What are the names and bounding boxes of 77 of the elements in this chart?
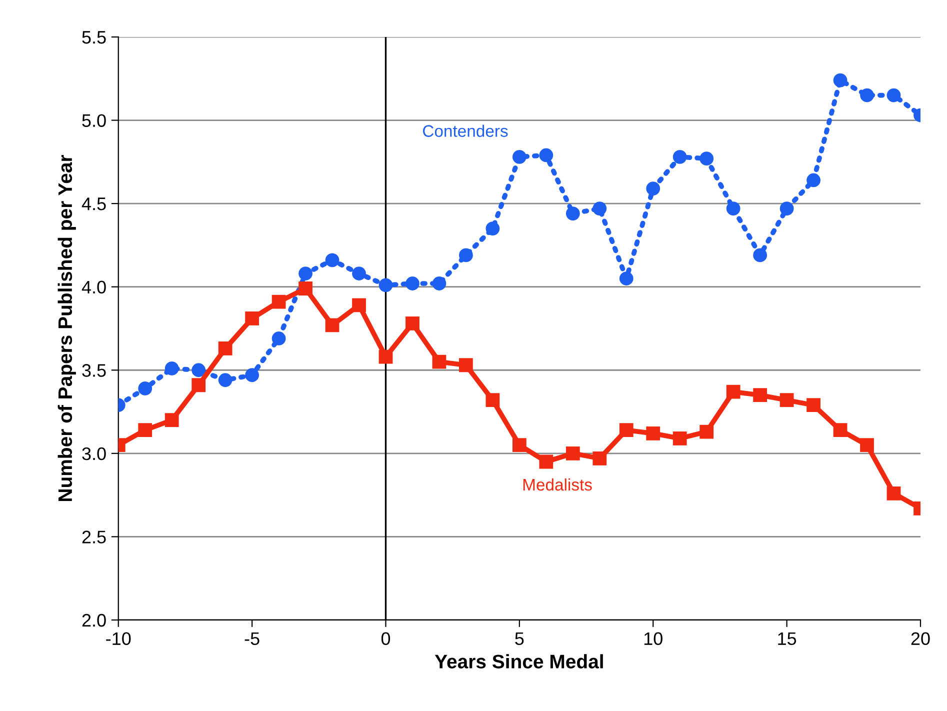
point: [512, 150, 526, 164]
point: [806, 398, 820, 412]
series-label: Medalists: [523, 478, 592, 491]
point: [432, 276, 446, 290]
y-axis-title: Number of Papers Published per Year: [58, 154, 76, 501]
point: [780, 202, 794, 216]
point: [619, 423, 634, 438]
y-tick-label: 3.5: [82, 364, 106, 377]
point: [192, 363, 206, 378]
point: [592, 202, 607, 216]
point: [700, 152, 714, 166]
point: [512, 438, 526, 452]
y-tick-label: 4.5: [82, 198, 106, 210]
point: [646, 182, 660, 196]
point: [245, 312, 260, 326]
point: [833, 423, 848, 438]
point: [272, 294, 286, 309]
point: [406, 276, 420, 290]
series-label: Contenders: [423, 124, 508, 137]
point: [806, 173, 820, 188]
y-tick-label: 2.0: [82, 614, 106, 627]
x-tick-label: -5: [244, 632, 260, 646]
point: [432, 354, 446, 369]
point: [539, 148, 554, 162]
y-tick-label: 3.0: [82, 447, 106, 460]
point: [272, 332, 286, 346]
x-tick-label: 10: [644, 632, 662, 646]
point: [753, 388, 768, 402]
x-tick-label: 5: [515, 632, 524, 646]
point: [566, 206, 580, 220]
y-tick-label: 2.5: [82, 530, 106, 544]
point: [192, 378, 206, 392]
point: [325, 318, 340, 332]
point: [378, 350, 393, 364]
x-tick-label: 15: [778, 632, 796, 646]
x-axis-title: Years Since Medal: [434, 654, 603, 668]
point: [833, 73, 848, 88]
point: [780, 393, 794, 408]
point: [886, 88, 901, 102]
point: [406, 316, 420, 330]
point: [753, 248, 768, 262]
point: [860, 438, 874, 452]
point: [164, 362, 179, 376]
point: [325, 253, 340, 268]
point: [592, 451, 607, 466]
point: [886, 486, 901, 500]
y-tick-label: 5.0: [82, 114, 106, 127]
point: [539, 454, 554, 469]
point: [619, 272, 634, 286]
point: [218, 373, 232, 388]
point: [726, 384, 740, 399]
point: [672, 431, 687, 446]
y-tick-label: 4.0: [82, 280, 106, 294]
point: [245, 368, 260, 382]
x-tick-label: 0: [381, 632, 390, 646]
point: [672, 150, 687, 164]
point: [486, 222, 500, 236]
point: [218, 342, 232, 356]
point: [138, 423, 152, 438]
point: [298, 282, 312, 296]
point: [726, 202, 740, 216]
x-tick-label: 20: [911, 632, 930, 646]
point: [352, 266, 366, 280]
x-tick-label: -10: [106, 632, 131, 646]
point: [298, 266, 312, 280]
y-tick-label: 5.5: [82, 31, 106, 44]
point: [486, 393, 500, 408]
point: [378, 278, 393, 292]
point: [860, 88, 874, 102]
point: [459, 358, 473, 372]
point: [566, 446, 580, 460]
point: [700, 424, 714, 439]
point: [352, 298, 366, 312]
point: [459, 248, 473, 262]
point: [646, 426, 660, 440]
point: [138, 382, 152, 396]
point: [164, 413, 179, 428]
